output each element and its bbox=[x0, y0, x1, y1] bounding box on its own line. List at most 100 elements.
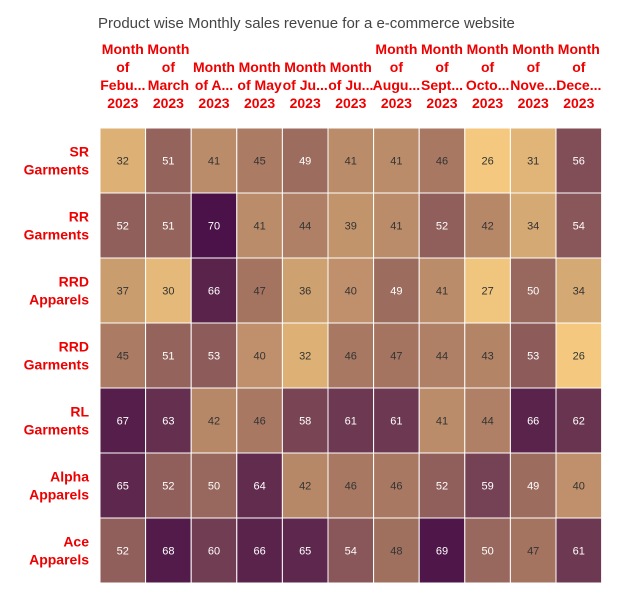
column-label: Month of Ju... 2023 bbox=[328, 59, 373, 111]
heatmap-cell bbox=[418, 127, 466, 194]
cell-value: 63 bbox=[162, 416, 174, 428]
heatmap-cell bbox=[190, 517, 238, 584]
row-label: SR Garments bbox=[24, 144, 90, 178]
column-label: Month of Ju... 2023 bbox=[283, 59, 328, 111]
row-label: Alpha Apparels bbox=[29, 469, 89, 503]
cell-value: 50 bbox=[208, 481, 220, 493]
column-label-line: Nove... bbox=[510, 77, 556, 93]
chart-title: Product wise Monthly sales revenue for a… bbox=[98, 15, 515, 32]
heatmap-cell bbox=[373, 517, 420, 584]
cell-value: 62 bbox=[573, 416, 585, 428]
column-label-line: Month bbox=[467, 41, 509, 57]
cell-value: 41 bbox=[390, 221, 402, 233]
cell-value: 41 bbox=[345, 156, 357, 168]
cell-value: 46 bbox=[436, 156, 448, 168]
heatmap-cells: 32 51 41 45 49 41 41 46 26 31 56 52 51 70 41 44 39 41 52 42… bbox=[99, 127, 603, 584]
column-label-line: Dece... bbox=[556, 77, 601, 93]
column-label-line: Month bbox=[102, 41, 144, 57]
cell-value: 51 bbox=[162, 351, 174, 363]
cell-value: 49 bbox=[299, 156, 311, 168]
row-label-line: RL bbox=[70, 404, 89, 420]
column-label: Month of Sept... 2023 bbox=[421, 41, 463, 111]
column-label-line: of bbox=[390, 59, 404, 75]
heatmap-cell bbox=[327, 322, 375, 389]
column-label-line: of May bbox=[237, 77, 282, 93]
cell-value: 51 bbox=[162, 156, 174, 168]
cell-value: 41 bbox=[436, 416, 448, 428]
row-label: RRD Apparels bbox=[29, 274, 89, 308]
column-label-line: Augu... bbox=[373, 77, 420, 93]
cell-value: 52 bbox=[117, 546, 129, 558]
row-label-line: Apparels bbox=[29, 292, 89, 308]
column-label-line: Month bbox=[375, 41, 417, 57]
cell-value: 37 bbox=[117, 286, 129, 298]
column-label: Month of Octo... 2023 bbox=[466, 41, 510, 111]
cell-value: 42 bbox=[208, 416, 220, 428]
heatmap-cell bbox=[327, 257, 375, 324]
cell-value: 40 bbox=[345, 286, 357, 298]
heatmap-cell bbox=[555, 257, 603, 324]
row-label-line: Garments bbox=[24, 357, 90, 373]
column-label-line: Month bbox=[193, 59, 235, 75]
cell-value: 49 bbox=[527, 481, 539, 493]
heatmap-cell bbox=[190, 192, 238, 259]
row-label-line: Garments bbox=[24, 227, 90, 243]
heatmap-cell bbox=[373, 387, 420, 454]
cell-value: 51 bbox=[162, 221, 174, 233]
cell-value: 46 bbox=[253, 416, 265, 428]
cell-value: 42 bbox=[481, 221, 493, 233]
row-label-line: Garments bbox=[24, 422, 90, 438]
heatmap-cell bbox=[464, 517, 511, 584]
cell-value: 65 bbox=[117, 481, 129, 493]
column-label-line: of bbox=[162, 59, 176, 75]
cell-value: 60 bbox=[208, 546, 220, 558]
cell-value: 56 bbox=[573, 156, 585, 168]
cell-value: 30 bbox=[162, 286, 174, 298]
heatmap-cell bbox=[99, 257, 147, 324]
cell-value: 64 bbox=[253, 481, 265, 493]
column-label-line: Month bbox=[239, 59, 281, 75]
cell-value: 42 bbox=[299, 481, 311, 493]
heatmap-cell bbox=[555, 517, 603, 584]
heatmap-cell bbox=[99, 387, 147, 454]
cell-value: 54 bbox=[573, 221, 585, 233]
column-label-line: Sept... bbox=[421, 77, 463, 93]
column-label-line: 2023 bbox=[563, 95, 594, 111]
row-label: Ace Apparels bbox=[29, 534, 89, 568]
heatmap-cell bbox=[509, 192, 557, 259]
heatmap-cell bbox=[555, 387, 603, 454]
heatmap-cell bbox=[373, 257, 420, 324]
column-label-line: Month bbox=[330, 59, 372, 75]
heatmap-cell bbox=[236, 387, 283, 454]
column-label-line: Month bbox=[558, 41, 600, 57]
cell-value: 34 bbox=[527, 221, 539, 233]
column-label-line: of bbox=[116, 59, 130, 75]
heatmap-cell bbox=[190, 322, 238, 389]
heatmap-cell bbox=[99, 192, 147, 259]
column-label-line: 2023 bbox=[153, 95, 184, 111]
column-label-line: Month bbox=[147, 41, 189, 57]
row-label-line: Apparels bbox=[29, 552, 89, 568]
column-label: Month of A... 2023 bbox=[193, 59, 235, 111]
column-label-line: Month bbox=[421, 41, 463, 57]
cell-value: 45 bbox=[253, 156, 265, 168]
column-label-line: of bbox=[527, 59, 541, 75]
cell-value: 32 bbox=[299, 351, 311, 363]
row-label-line: RR bbox=[69, 209, 89, 225]
cell-value: 34 bbox=[573, 286, 585, 298]
heatmap-cell bbox=[509, 517, 557, 584]
heatmap-cell bbox=[145, 517, 192, 584]
column-label-line: Febu... bbox=[100, 77, 145, 93]
cell-value: 27 bbox=[481, 286, 493, 298]
column-label-line: 2023 bbox=[335, 95, 366, 111]
heatmap-cell bbox=[509, 387, 557, 454]
cell-value: 44 bbox=[481, 416, 493, 428]
heatmap-cell bbox=[509, 127, 557, 194]
heatmap-cell bbox=[555, 452, 603, 519]
cell-value: 66 bbox=[208, 286, 220, 298]
heatmap-cell bbox=[464, 452, 511, 519]
cell-value: 46 bbox=[345, 481, 357, 493]
heatmap-cell bbox=[236, 322, 283, 389]
cell-value: 52 bbox=[436, 221, 448, 233]
